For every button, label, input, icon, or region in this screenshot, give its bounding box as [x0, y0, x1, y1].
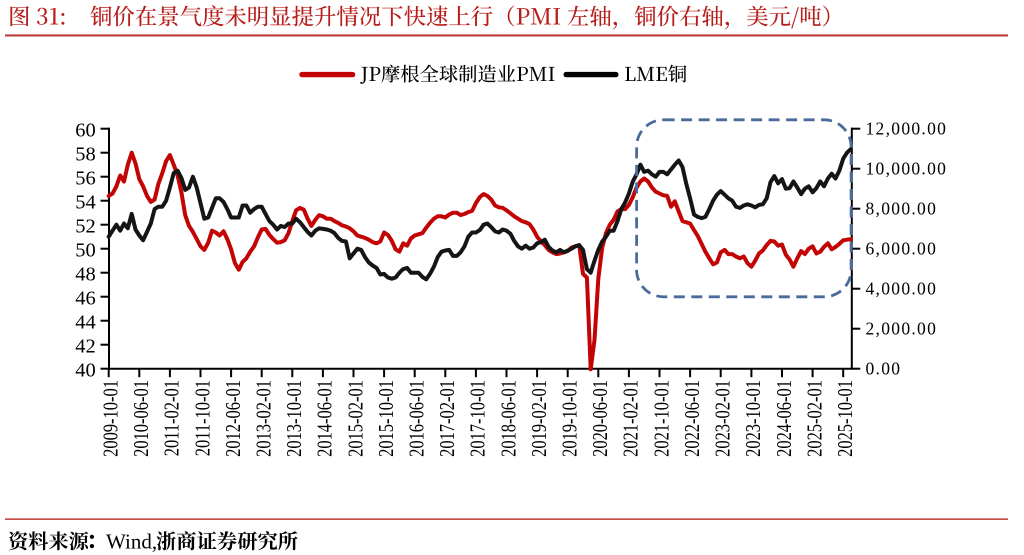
svg-text:2019-10-01: 2019-10-01 [559, 380, 582, 457]
svg-text:2018-06-01: 2018-06-01 [498, 380, 521, 457]
svg-text:2009-10-01: 2009-10-01 [100, 380, 123, 457]
svg-text:6,000.00: 6,000.00 [866, 238, 938, 258]
svg-text:4,000.00: 4,000.00 [866, 278, 938, 298]
svg-text:44: 44 [75, 312, 96, 334]
svg-text:2010-06-01: 2010-06-01 [130, 380, 153, 457]
svg-text:2017-10-01: 2017-10-01 [467, 380, 490, 457]
svg-text:2022-06-01: 2022-06-01 [681, 380, 704, 457]
svg-text:0.00: 0.00 [866, 358, 902, 378]
svg-text:2014-06-01: 2014-06-01 [314, 380, 337, 457]
svg-text:2016-06-01: 2016-06-01 [406, 380, 429, 457]
svg-text:2017-02-01: 2017-02-01 [436, 380, 459, 457]
svg-text:2023-02-01: 2023-02-01 [712, 380, 735, 457]
svg-text:2011-02-01: 2011-02-01 [161, 380, 184, 456]
svg-text:2020-06-01: 2020-06-01 [589, 380, 612, 457]
svg-text:2019-02-01: 2019-02-01 [528, 380, 551, 457]
svg-text:58: 58 [75, 144, 96, 166]
svg-text:2021-02-01: 2021-02-01 [620, 380, 643, 457]
svg-text:46: 46 [75, 288, 96, 310]
svg-text:10,000.00: 10,000.00 [866, 158, 948, 178]
svg-text:54: 54 [75, 192, 96, 214]
svg-text:2013-10-01: 2013-10-01 [283, 380, 306, 457]
svg-text:8,000.00: 8,000.00 [866, 198, 938, 218]
svg-text:52: 52 [75, 216, 96, 238]
svg-text:40: 40 [75, 360, 96, 382]
svg-text:2025-02-01: 2025-02-01 [804, 380, 827, 457]
svg-text:60: 60 [75, 120, 96, 142]
svg-text:2011-10-01: 2011-10-01 [192, 380, 215, 456]
svg-text:2012-06-01: 2012-06-01 [222, 380, 245, 457]
svg-text:12,000.00: 12,000.00 [866, 118, 948, 138]
svg-text:2021-10-01: 2021-10-01 [651, 380, 674, 457]
svg-text:48: 48 [75, 264, 96, 286]
svg-text:50: 50 [75, 240, 96, 262]
svg-text:2015-10-01: 2015-10-01 [375, 380, 398, 457]
svg-text:2015-02-01: 2015-02-01 [345, 380, 368, 457]
svg-text:2013-02-01: 2013-02-01 [253, 380, 276, 457]
svg-text:2025-10-01: 2025-10-01 [834, 380, 857, 457]
svg-text:56: 56 [75, 168, 96, 190]
svg-text:2024-06-01: 2024-06-01 [773, 380, 796, 457]
svg-text:42: 42 [75, 336, 96, 358]
svg-text:Wind,: Wind, [106, 530, 157, 554]
svg-text:2023-10-01: 2023-10-01 [743, 380, 766, 457]
svg-text:2,000.00: 2,000.00 [866, 318, 938, 338]
